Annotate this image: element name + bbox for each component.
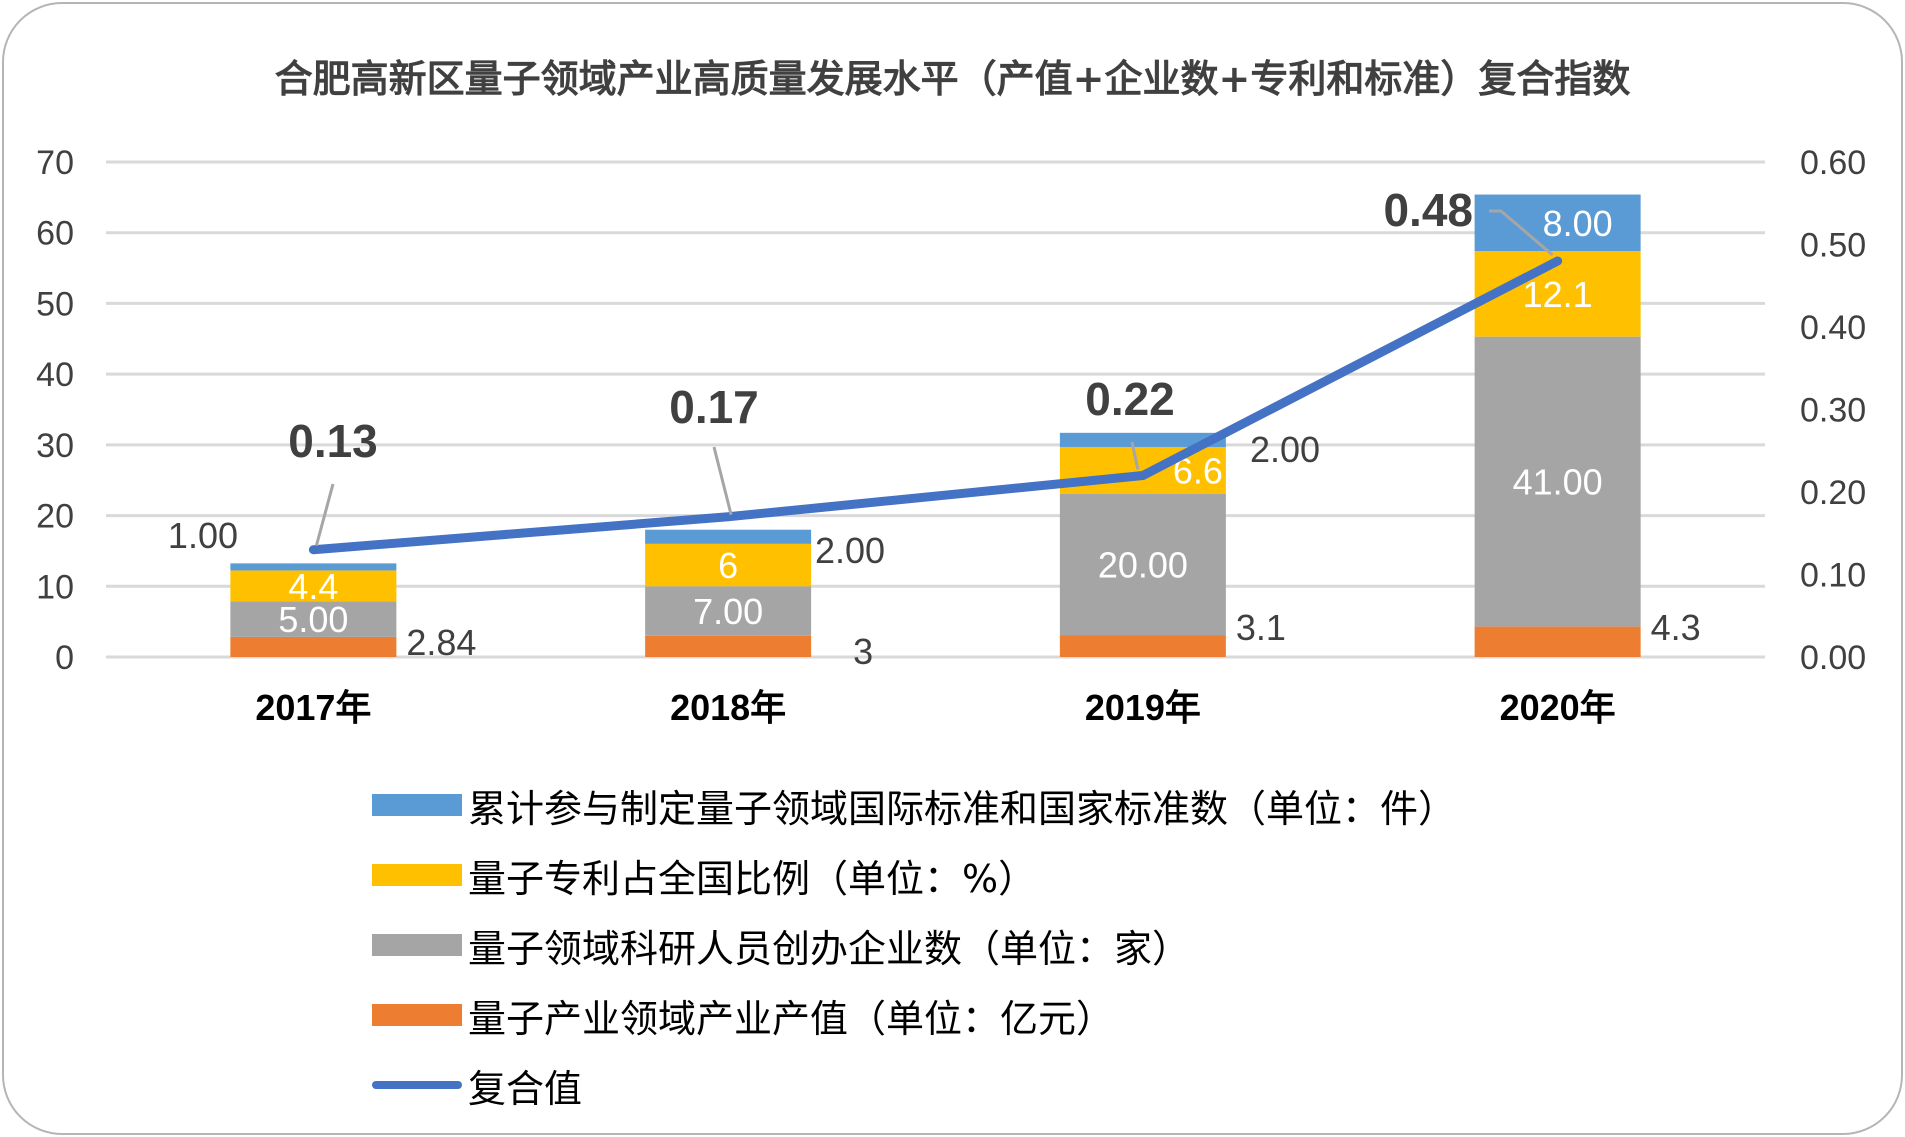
- data-label: 41.00: [1513, 462, 1603, 503]
- y-right-tick-label: 0.10: [1800, 557, 1866, 595]
- x-category-label: 2020年: [1500, 687, 1616, 728]
- bar-segment: [1474, 336, 1641, 627]
- data-label: 6: [718, 545, 738, 586]
- legend-color-swatch: [372, 864, 462, 886]
- y-left-tick-label: 40: [36, 356, 74, 394]
- y-left-tick-label: 60: [36, 215, 74, 253]
- line-series-composite: [308, 256, 1563, 555]
- data-label: 8.00: [1543, 203, 1613, 244]
- line-point: [1553, 257, 1562, 265]
- y-left-tick-label: 20: [36, 498, 74, 536]
- line-data-label: 0.13: [288, 415, 378, 467]
- data-label: 3.1: [1236, 607, 1286, 648]
- y-left-tick-label: 0: [55, 639, 74, 677]
- legend-item: 累计参与制定量子领域国际标准和国家标准数（单位：件）: [372, 770, 1456, 840]
- data-label: 1.00: [168, 515, 238, 556]
- y-right-tick-label: 0.50: [1800, 227, 1866, 265]
- legend-label: 累计参与制定量子领域国际标准和国家标准数（单位：件）: [468, 786, 1457, 831]
- legend-item: 量子领域科研人员创办企业数（单位：家）: [372, 910, 1456, 980]
- bar-segment: [1059, 493, 1226, 636]
- legend-item: 量子产业领域产业产值（单位：亿元）: [372, 980, 1456, 1050]
- bar-segment: [1059, 446, 1226, 494]
- data-label: 4.3: [1651, 607, 1701, 648]
- line-data-label: 0.48: [1383, 184, 1473, 236]
- line-point: [1138, 471, 1147, 480]
- bar-segment: [1474, 626, 1641, 657]
- data-label: 2.00: [1250, 429, 1320, 470]
- y-right-tick-label: 0.60: [1800, 144, 1866, 182]
- legend-color-swatch: [372, 934, 462, 956]
- y-left-tick-label: 30: [36, 427, 74, 465]
- leader-line: [1130, 441, 1140, 470]
- data-label: 2.00: [815, 530, 885, 571]
- data-label: 12.1: [1523, 274, 1593, 315]
- y-right-tick-label: 0.20: [1800, 474, 1866, 512]
- line-data-label: 0.22: [1085, 373, 1175, 425]
- line-point: [309, 545, 318, 554]
- y-left-tick-label: 70: [36, 144, 74, 182]
- bar-segment: [645, 543, 812, 587]
- chart-title: 合肥高新区量子领域产业高质量发展水平（产值+企业数+专利和标准）复合指数: [274, 57, 1631, 101]
- y-right-tick-label: 0.30: [1800, 392, 1866, 430]
- legend-item: 量子专利占全国比例（单位：%）: [372, 840, 1456, 910]
- legend-color-swatch: [372, 794, 462, 816]
- data-label: 2.84: [406, 622, 476, 663]
- data-label: 7.00: [693, 591, 763, 632]
- chart-legend: 累计参与制定量子领域国际标准和国家标准数（单位：件） 量子专利占全国比例（单位：%…: [372, 770, 1456, 1120]
- bar-segment: [645, 586, 812, 636]
- x-category-label: 2018年: [670, 687, 786, 728]
- legend-label: 量子专利占全国比例（单位：%）: [468, 856, 1037, 901]
- data-label: 3: [853, 631, 873, 672]
- line-data-label: 0.17: [669, 381, 759, 433]
- bar-segment: [1059, 432, 1226, 447]
- bar-segment: [230, 563, 397, 571]
- chart-plot: 0 10 20 30 40 50 60 70 0.00 0.10 0.20 0.30 0.40 0.50 0…: [36, 144, 1866, 728]
- legend-label: 量子产业领域产业产值（单位：亿元）: [468, 996, 1115, 1041]
- x-category-label: 2019年: [1085, 687, 1201, 728]
- y-left-tick-label: 10: [36, 568, 74, 606]
- data-label: 5.00: [278, 599, 348, 640]
- bar-segment: [230, 636, 397, 657]
- bar-segment: [645, 529, 812, 544]
- legend-label: 复合值: [468, 1066, 583, 1111]
- x-category-label: 2017年: [255, 687, 371, 728]
- data-label: 20.00: [1098, 544, 1188, 585]
- legend-label: 量子领域科研人员创办企业数（单位：家）: [468, 926, 1191, 971]
- legend-item: 复合值: [372, 1050, 1456, 1120]
- legend-line-swatch: [372, 1081, 462, 1089]
- legend-color-swatch: [372, 1004, 462, 1026]
- leader-line: [712, 446, 733, 516]
- y-right-tick-label: 0.00: [1800, 639, 1866, 677]
- leader-line: [1489, 209, 1554, 257]
- bar-segment: [230, 601, 397, 637]
- bar-segment: [1059, 635, 1226, 657]
- bar-segment: [645, 635, 812, 657]
- bar-segment: [230, 570, 397, 602]
- bar-segment: [1474, 194, 1641, 252]
- data-label: 4.4: [288, 566, 338, 607]
- y-left-tick-label: 50: [36, 285, 74, 323]
- y-right-tick-label: 0.40: [1800, 309, 1866, 347]
- leader-line: [314, 483, 335, 547]
